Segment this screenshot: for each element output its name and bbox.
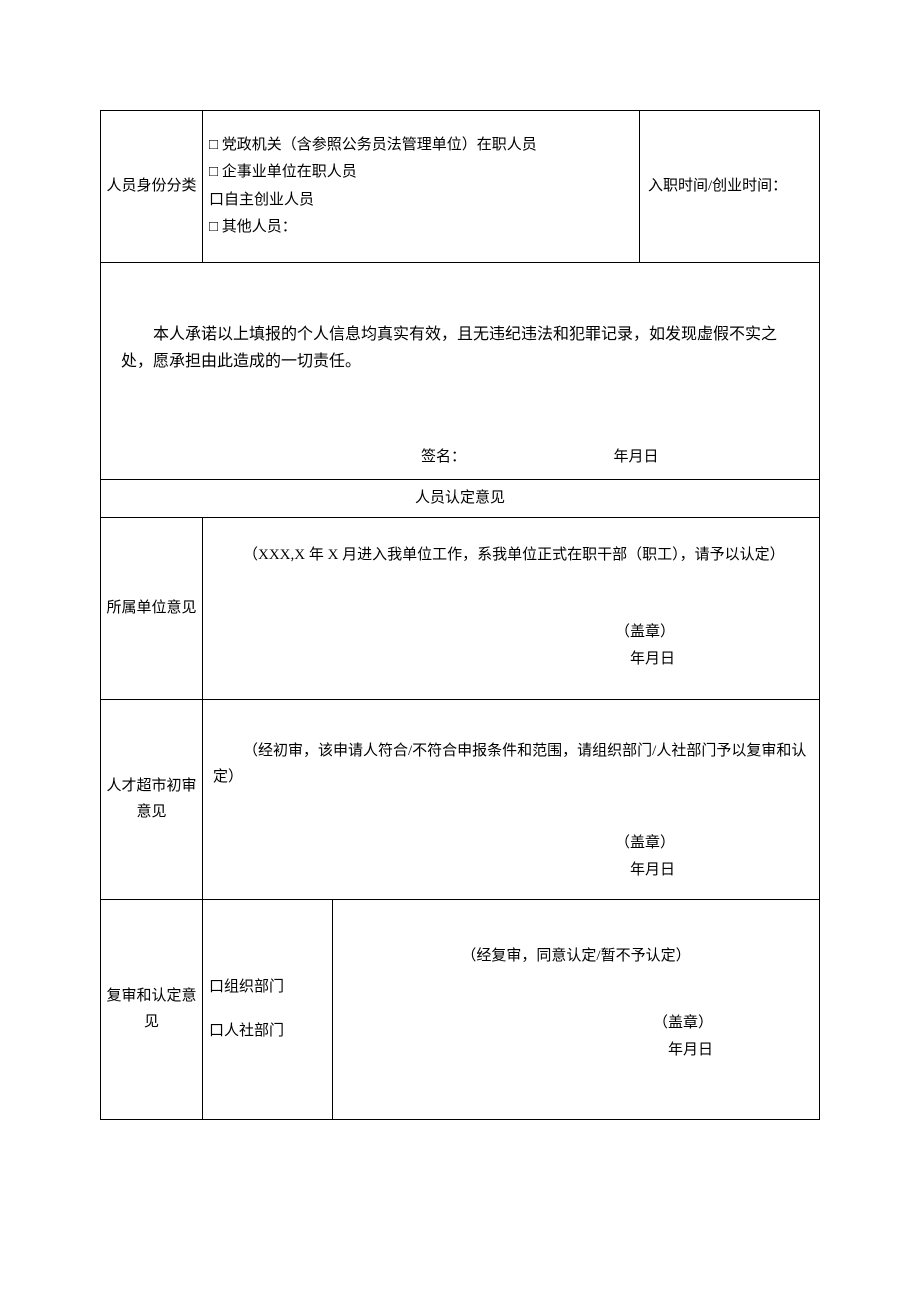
review-date: 年月日 — [339, 1037, 713, 1064]
dept-org[interactable]: 口组织部门 — [209, 975, 326, 1001]
opinion-section-title: 人员认定意见 — [101, 479, 820, 518]
unit-date: 年月日 — [207, 646, 675, 673]
option-enterprise[interactable]: □ 企事业单位在职人员 — [209, 160, 633, 186]
review-opinion-body: （经复审，同意认定/暂不予认定） （盖章） 年月日 — [333, 900, 820, 1120]
sign-label: 签名： — [421, 449, 466, 465]
unit-opinion-hint: （XXX,X 年 X 月进入我单位工作，系我单位正式在职干部（职工），请予以认定… — [213, 543, 809, 569]
prelim-opinion-body: （经初审，该申请人符合/不符合申报条件和范围，请组织部门/人社部门予以复审和认定… — [203, 700, 820, 900]
review-opinion-hint: （经复审，同意认定/暂不予认定） — [339, 944, 813, 970]
review-dept-col: 口组织部门 口人社部门 — [203, 900, 333, 1120]
prelim-date: 年月日 — [207, 857, 675, 884]
prelim-opinion-label: 人才超市初审意见 — [101, 700, 203, 900]
option-self-employed[interactable]: 口自主创业人员 — [209, 188, 633, 214]
review-seal: （盖章） — [339, 1010, 713, 1037]
unit-seal: （盖章） — [207, 619, 675, 646]
signature-line: 签名： 年月日 — [121, 445, 799, 471]
review-opinion-label: 复审和认定意见 — [101, 900, 203, 1120]
declaration-cell: 本人承诺以上填报的个人信息均真实有效，且无违纪违法和犯罪记录，如发现虚假不实之处… — [101, 263, 820, 480]
form-table: 人员身份分类 □ 党政机关（含参照公务员法管理单位）在职人员 □ 企事业单位在职… — [100, 110, 820, 1120]
entry-time-label: 入职时间/创业时间： — [640, 111, 820, 263]
sign-date: 年月日 — [614, 449, 659, 465]
option-other[interactable]: □ 其他人员： — [209, 215, 633, 241]
unit-opinion-label: 所属单位意见 — [101, 518, 203, 700]
declaration-text: 本人承诺以上填报的个人信息均真实有效，且无违纪违法和犯罪记录，如发现虚假不实之处… — [121, 321, 799, 375]
prelim-opinion-hint: （经初审，该申请人符合/不符合申报条件和范围，请组织部门/人社部门予以复审和认定… — [213, 739, 809, 790]
dept-hr[interactable]: 口人社部门 — [209, 1019, 326, 1045]
identity-label: 人员身份分类 — [101, 111, 203, 263]
unit-opinion-body: （XXX,X 年 X 月进入我单位工作，系我单位正式在职干部（职工），请予以认定… — [203, 518, 820, 700]
prelim-seal: （盖章） — [207, 830, 675, 857]
identity-options: □ 党政机关（含参照公务员法管理单位）在职人员 □ 企事业单位在职人员 口自主创… — [203, 111, 640, 263]
option-gov[interactable]: □ 党政机关（含参照公务员法管理单位）在职人员 — [209, 133, 633, 159]
